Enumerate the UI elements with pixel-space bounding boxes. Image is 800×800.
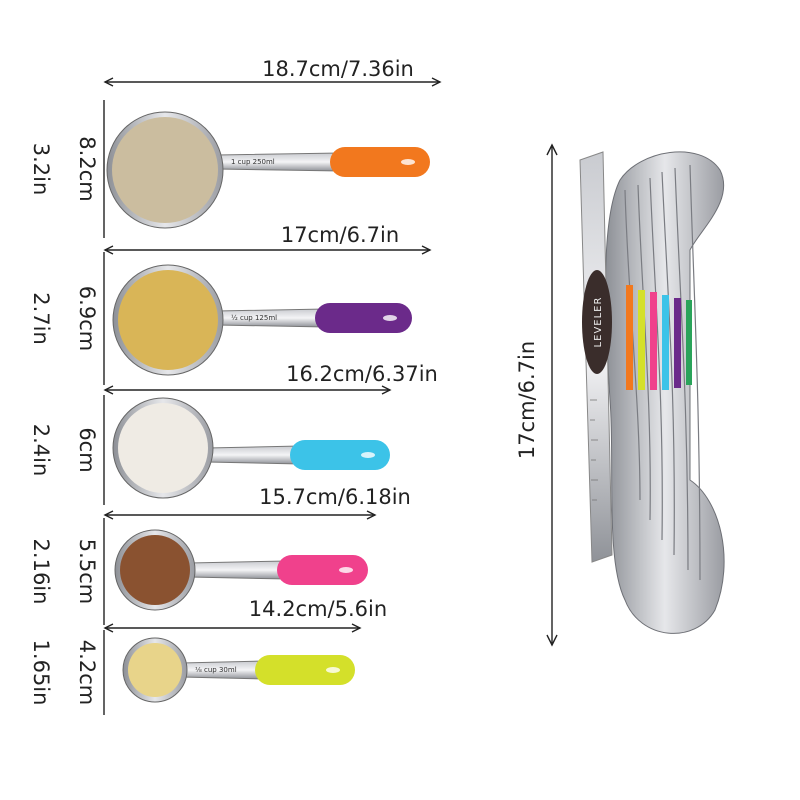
height-in: 1.65in xyxy=(29,640,53,706)
grip xyxy=(290,440,390,470)
height-cm: 6cm xyxy=(75,427,99,472)
length-heads xyxy=(103,245,432,255)
cup-content xyxy=(128,643,182,697)
height-in: 2.7in xyxy=(29,292,53,345)
height-cm: 4.2cm xyxy=(75,640,99,705)
cup-content xyxy=(112,117,218,223)
height-cm: 8.2cm xyxy=(75,136,99,201)
cup-label: 1 cup 250ml xyxy=(231,158,275,166)
stacked-spoons: 17cm/6.7in LEVELER xyxy=(515,143,725,647)
cup-set: 18.7cm/7.36in 8.2cm 3.2in 1 cup 250ml 17cm/6… xyxy=(29,57,442,715)
grip-hole xyxy=(401,159,415,165)
length-label: 14.2cm/5.6in xyxy=(249,597,387,621)
cup-content xyxy=(118,403,208,493)
leveler-badge xyxy=(582,270,612,374)
spoon-edges xyxy=(624,164,701,581)
cup-label: ⅛ cup 30ml xyxy=(195,666,237,674)
set-length: 17cm/6.7in xyxy=(515,341,539,459)
grip-hole xyxy=(383,315,397,321)
length-heads xyxy=(103,623,362,633)
leveler-text: LEVELER xyxy=(593,297,604,348)
spoon-stack xyxy=(605,151,725,634)
cup-content xyxy=(120,535,190,605)
grip xyxy=(277,555,368,585)
color-bands xyxy=(626,285,692,390)
handle xyxy=(188,560,288,580)
height-in: 3.2in xyxy=(29,143,53,196)
grip xyxy=(255,655,355,685)
length-label: 15.7cm/6.18in xyxy=(259,485,411,509)
height-cm: 5.5cm xyxy=(75,539,99,604)
grip-hole xyxy=(339,567,353,573)
height-in: 2.4in xyxy=(29,424,53,477)
grip-hole xyxy=(326,667,340,673)
length-heads xyxy=(103,77,442,87)
cup-content xyxy=(118,270,218,370)
grip xyxy=(315,303,412,333)
cup-label: ½ cup 125ml xyxy=(231,314,277,322)
leveler-ticks xyxy=(590,399,598,501)
height-in: 2.16in xyxy=(29,539,53,605)
grip xyxy=(330,147,430,177)
length-heads xyxy=(103,385,392,395)
handle xyxy=(206,445,301,465)
height-cm: 6.9cm xyxy=(75,286,99,351)
length-label: 16.2cm/6.37in xyxy=(286,362,438,386)
length-heads xyxy=(103,510,377,520)
length-label: 18.7cm/7.36in xyxy=(262,57,414,81)
grip-hole xyxy=(361,452,375,458)
arrow-heads xyxy=(546,143,558,647)
length-label: 17cm/6.7in xyxy=(281,223,399,247)
